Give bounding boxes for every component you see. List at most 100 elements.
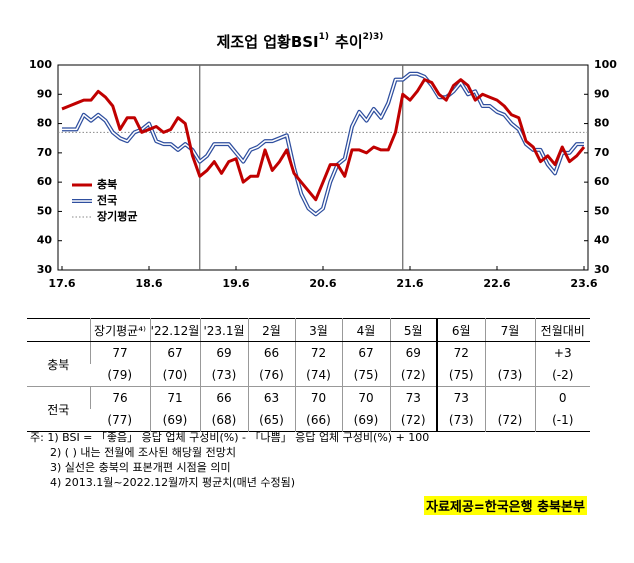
chart-title: 제조업 업황BSI1) 추이2)3) — [217, 32, 384, 51]
x-tick-label: 21.6 — [396, 277, 423, 290]
table-cell: 전국 — [27, 386, 90, 432]
y-tick-label: 30 — [37, 263, 53, 276]
table-cell: (75) — [436, 364, 485, 387]
title-main: 제조업 업황BSI — [217, 33, 319, 51]
table-cell: 장기평균⁴⁾ — [89, 318, 150, 342]
table-cell: 전월대비 — [534, 318, 590, 342]
table-cell: 2월 — [247, 318, 295, 342]
table-cell: 7월 — [484, 318, 535, 342]
table-cell: 충북 — [47, 357, 70, 372]
table-cell: (73) — [436, 409, 485, 432]
table-cell: (68) — [199, 409, 248, 432]
table-row: 충북 77 67 69 66 72 67 69 72 +3 — [27, 341, 590, 372]
table-cell: 73 — [436, 386, 485, 409]
table-cell: 69 — [389, 341, 437, 364]
table-cell: 70 — [294, 386, 342, 409]
table-cell: (72) — [389, 409, 437, 432]
table-row: (77) (69) (68) (65) (66) (69) (72) (73) (72) (-1) — [27, 409, 590, 432]
table-cell: 77 — [89, 341, 150, 364]
y-tick-label: 60 — [37, 175, 53, 188]
y-tick-label: 80 — [37, 117, 53, 130]
chart: 제조업 업황BSI1) 추이2)3) 30 40 50 60 70 80 90 100 30 40 5… — [29, 32, 617, 291]
table-cell: 3월 — [294, 318, 342, 342]
y2-tick-label: 100 — [594, 58, 617, 71]
table-cell: (76) — [247, 364, 295, 387]
table-row: 전국 76 71 66 63 70 70 73 73 0 — [27, 386, 590, 432]
note: 3) 실선은 충북의 표본개편 시점을 의미 — [50, 461, 231, 474]
table-cell: 67 — [341, 341, 390, 364]
x-tick-label: 18.6 — [135, 277, 162, 290]
y2-tick-label: 70 — [594, 146, 610, 159]
y-tick-label: 100 — [29, 58, 52, 71]
table-cell: 4월 — [341, 318, 390, 342]
table-cell: 73 — [389, 386, 437, 409]
table-row: 장기평균⁴⁾ '22.12월 '23.1월 2월 3월 4월 5월 6월 7월 전월대비 — [27, 318, 590, 342]
table-cell: (69) — [341, 409, 390, 432]
table-cell: 66 — [199, 386, 248, 409]
title-suffix-note: 2)3) — [363, 32, 384, 42]
table-cell: (-2) — [534, 364, 590, 387]
table-cell: (73) — [199, 364, 248, 387]
y2-tick-label: 60 — [594, 175, 610, 188]
table: 장기평균⁴⁾ '22.12월 '23.1월 2월 3월 4월 5월 6월 7월 전월대비 충북 77 6… — [27, 318, 590, 432]
y2-tick-label: 40 — [594, 234, 610, 247]
legend-label: 충북 — [97, 177, 117, 191]
series-line — [62, 71, 584, 217]
table-cell: (77) — [107, 413, 133, 427]
table-cell: 69 — [199, 341, 248, 364]
table-cell: 72 — [436, 341, 485, 364]
table-cell: '22.12월 — [149, 318, 200, 342]
legend-label: 장기평균 — [97, 209, 137, 223]
table-cell: (66) — [294, 409, 342, 432]
note: 주: 1) BSI = 「좋음」 응답 업체 구성비(%) - 「나쁨」 응답 … — [30, 431, 430, 444]
title-note: 1) — [319, 32, 329, 42]
table-cell: (75) — [341, 364, 390, 387]
x-tick-label: 22.6 — [483, 277, 510, 290]
source: 자료제공=한국은행 충북본부 — [424, 496, 587, 515]
y2-tick-label: 50 — [594, 204, 610, 217]
table-cell: 71 — [149, 386, 200, 409]
table-cell: 63 — [247, 386, 295, 409]
legend-label: 전국 — [97, 193, 117, 207]
table-cell: 66 — [247, 341, 295, 364]
y-tick-label: 50 — [37, 204, 53, 217]
table-cell: (69) — [149, 409, 200, 432]
y-tick-label: 40 — [37, 234, 53, 247]
table-cell: (-1) — [534, 409, 590, 432]
notes: 주: 1) BSI = 「좋음」 응답 업체 구성비(%) - 「나쁨」 응답 … — [30, 430, 429, 490]
table-cell — [27, 318, 90, 342]
table-cell: (72) — [484, 409, 535, 432]
table-cell — [484, 341, 535, 364]
y2-tick-label: 30 — [594, 263, 610, 276]
x-tick-label: 20.6 — [309, 277, 336, 290]
table-row: (79) (70) (73) (76) (74) (75) (72) (75) (73) (-2) — [27, 364, 590, 387]
series-line — [61, 78, 586, 202]
table-cell: (72) — [389, 364, 437, 387]
table-cell: '23.1월 — [199, 318, 248, 342]
table-cell: 76 — [89, 386, 150, 409]
plot-frame — [57, 64, 589, 271]
table-cell — [484, 386, 535, 409]
table-cell: (79) — [107, 368, 133, 382]
x-tick-label: 23.6 — [570, 277, 597, 290]
series-line-inner — [62, 73, 584, 216]
table-cell: 5월 — [389, 318, 437, 342]
x-tick-label: 19.6 — [222, 277, 249, 290]
title-suffix: 추이 — [335, 33, 363, 51]
y-tick-label: 90 — [37, 87, 53, 100]
y2-tick-label: 80 — [594, 117, 610, 130]
table-cell: (74) — [294, 364, 342, 387]
table-cell: 67 — [149, 341, 200, 364]
y2-tick-label: 90 — [594, 87, 610, 100]
table-cell: 70 — [341, 386, 390, 409]
note: 2) ( ) 내는 전월에 조사된 해당월 전망치 — [50, 446, 237, 459]
table-cell: (70) — [149, 364, 200, 387]
table-cell: 0 — [534, 386, 590, 409]
table-cell: 6월 — [436, 318, 485, 342]
note: 4) 2013.1월~2022.12월까지 평균치(매년 수정됨) — [50, 476, 295, 489]
table-cell: (65) — [247, 409, 295, 432]
table-cell: (73) — [484, 364, 535, 387]
y-tick-label: 70 — [37, 146, 53, 159]
table-cell: +3 — [534, 341, 590, 364]
